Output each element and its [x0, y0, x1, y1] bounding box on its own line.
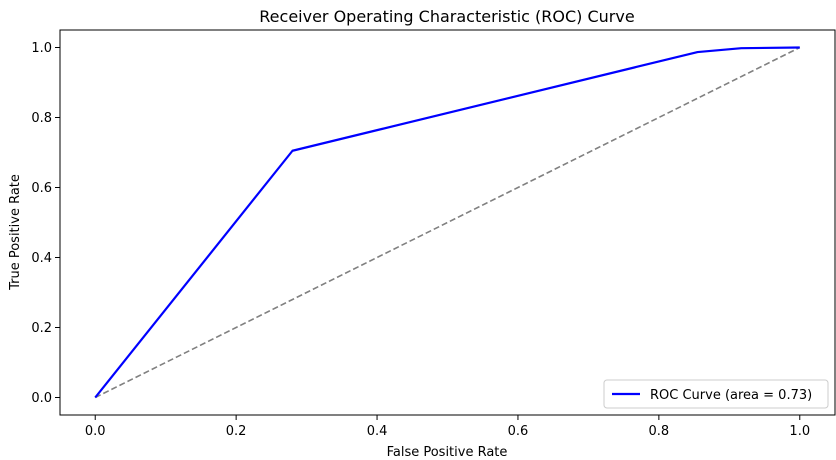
y-tick-label: 1.0 — [31, 41, 52, 56]
legend: ROC Curve (area = 0.73) — [603, 379, 829, 409]
y-tick-label: 0.8 — [31, 111, 52, 126]
series-line-random-baseline — [94, 46, 801, 399]
legend-label-roc: ROC Curve (area = 0.73) — [650, 388, 812, 403]
chart-title: Receiver Operating Characteristic (ROC) … — [259, 7, 634, 26]
x-axis-label: False Positive Rate — [387, 445, 508, 460]
x-tick-label: 0.0 — [85, 424, 106, 439]
legend-box — [603, 379, 829, 409]
y-tick-label: 0.4 — [31, 251, 52, 266]
x-axis: 0.0 0.2 0.4 0.6 0.8 1.0 — [85, 415, 810, 439]
x-tick-label: 0.2 — [226, 424, 247, 439]
y-axis: 0.0 0.2 0.4 0.6 0.8 1.0 — [31, 41, 60, 406]
plot-frame — [59, 29, 836, 416]
y-tick-label: 0.0 — [31, 391, 52, 406]
y-tick-label: 0.2 — [31, 321, 52, 336]
x-tick-label: 0.8 — [649, 424, 670, 439]
x-tick-label: 0.6 — [508, 424, 529, 439]
x-tick-label: 1.0 — [789, 424, 810, 439]
series-line-roc — [94, 46, 800, 399]
y-axis-label: True Positive Rate — [8, 174, 23, 291]
x-tick-label: 0.4 — [367, 424, 388, 439]
y-tick-label: 0.6 — [31, 181, 52, 196]
plot-area — [94, 46, 801, 399]
